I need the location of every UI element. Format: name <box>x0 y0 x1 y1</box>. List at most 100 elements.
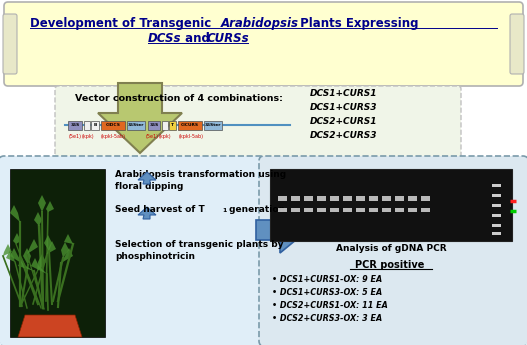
Bar <box>291 196 300 201</box>
Text: Arabidopsis transformation using
floral dipping: Arabidopsis transformation using floral … <box>115 170 286 191</box>
Polygon shape <box>64 234 73 244</box>
Text: Arabidopsis: Arabidopsis <box>221 17 299 30</box>
Bar <box>291 208 300 212</box>
Bar <box>492 194 501 197</box>
Bar <box>369 208 378 212</box>
Bar <box>317 208 326 212</box>
Bar <box>278 208 287 212</box>
Bar <box>278 196 287 201</box>
Text: (5e1): (5e1) <box>69 134 82 138</box>
Bar <box>91 120 99 129</box>
Text: 35S: 35S <box>71 123 80 127</box>
Polygon shape <box>47 241 56 254</box>
Bar <box>169 120 176 129</box>
FancyBboxPatch shape <box>55 86 461 160</box>
Bar <box>204 120 222 129</box>
Polygon shape <box>38 195 46 212</box>
Polygon shape <box>61 248 73 263</box>
Text: DCS2+CURS3: DCS2+CURS3 <box>310 130 377 139</box>
Bar <box>148 120 160 129</box>
Bar <box>101 120 125 129</box>
Bar <box>356 208 365 212</box>
Bar <box>270 169 512 241</box>
Polygon shape <box>44 235 52 251</box>
Text: DCS2+CURS1: DCS2+CURS1 <box>310 117 377 126</box>
Polygon shape <box>18 315 82 337</box>
Bar <box>10 169 105 337</box>
Text: Plants Expressing: Plants Expressing <box>296 17 418 30</box>
Polygon shape <box>10 248 23 264</box>
Bar <box>127 120 145 129</box>
Polygon shape <box>138 207 156 219</box>
Bar <box>343 208 352 212</box>
Bar <box>492 204 501 207</box>
Text: B: B <box>93 123 96 127</box>
Polygon shape <box>46 201 54 212</box>
FancyBboxPatch shape <box>4 2 523 86</box>
Text: PCR positive: PCR positive <box>355 260 425 270</box>
Bar <box>317 196 326 201</box>
Text: 1: 1 <box>222 208 227 213</box>
Text: T: T <box>171 123 174 127</box>
Polygon shape <box>10 205 20 222</box>
Bar <box>343 196 352 201</box>
Polygon shape <box>34 212 42 226</box>
Text: DCSs: DCSs <box>148 31 181 45</box>
Polygon shape <box>23 248 31 265</box>
Text: 35Ster: 35Ster <box>205 123 221 127</box>
Text: Development of Transgenic: Development of Transgenic <box>30 17 216 30</box>
Text: • DCS2+CURS1-OX: 11 EA: • DCS2+CURS1-OX: 11 EA <box>272 301 388 310</box>
Text: DCS1+CURS1: DCS1+CURS1 <box>310 89 377 98</box>
Bar <box>492 214 501 217</box>
Bar <box>421 208 430 212</box>
Text: • DCS1+CURS1-OX: 9 EA: • DCS1+CURS1-OX: 9 EA <box>272 275 382 284</box>
Text: 35S: 35S <box>149 123 159 127</box>
Text: and: and <box>181 31 214 45</box>
FancyBboxPatch shape <box>3 14 17 74</box>
Polygon shape <box>6 250 15 262</box>
Text: 35Ster: 35Ster <box>128 123 144 127</box>
Bar <box>382 208 391 212</box>
Text: generation: generation <box>226 205 285 214</box>
FancyBboxPatch shape <box>259 156 527 345</box>
Polygon shape <box>13 233 21 244</box>
Bar <box>178 120 202 129</box>
Polygon shape <box>37 254 46 272</box>
Text: (kpk): (kpk) <box>159 134 171 138</box>
Polygon shape <box>31 258 47 274</box>
Text: (5e1): (5e1) <box>145 134 159 138</box>
Bar <box>304 196 313 201</box>
Bar <box>408 196 417 201</box>
Bar <box>421 196 430 201</box>
Bar <box>395 208 404 212</box>
FancyBboxPatch shape <box>0 156 265 345</box>
Text: (kpk): (kpk) <box>82 134 94 138</box>
Bar <box>356 196 365 201</box>
Bar <box>492 184 501 187</box>
Bar <box>304 208 313 212</box>
Text: Selection of transgenic plants by
phosphinotricin: Selection of transgenic plants by phosph… <box>115 240 284 261</box>
Text: ClCURS: ClCURS <box>181 123 199 127</box>
Bar <box>68 120 82 129</box>
Text: • DCS1+CURS3-OX: 5 EA: • DCS1+CURS3-OX: 5 EA <box>272 288 382 297</box>
Polygon shape <box>138 172 156 184</box>
Text: (kpkl-5ab): (kpkl-5ab) <box>179 134 203 138</box>
Bar <box>330 196 339 201</box>
Bar <box>395 196 404 201</box>
Bar <box>330 208 339 212</box>
Polygon shape <box>256 207 308 253</box>
Bar <box>492 224 501 227</box>
Bar <box>492 232 501 235</box>
Polygon shape <box>61 242 69 258</box>
Bar <box>408 208 417 212</box>
FancyBboxPatch shape <box>510 14 524 74</box>
Bar <box>84 120 90 129</box>
Bar <box>369 196 378 201</box>
Polygon shape <box>18 258 34 271</box>
Text: DCS1+CURS3: DCS1+CURS3 <box>310 102 377 111</box>
Text: Seed harvest of T: Seed harvest of T <box>115 205 205 214</box>
Text: CURSs: CURSs <box>207 31 250 45</box>
Text: Analysis of gDNA PCR: Analysis of gDNA PCR <box>336 244 446 253</box>
Text: ClDCS: ClDCS <box>105 123 121 127</box>
Text: Vector construction of 4 combinations:: Vector construction of 4 combinations: <box>75 93 283 102</box>
